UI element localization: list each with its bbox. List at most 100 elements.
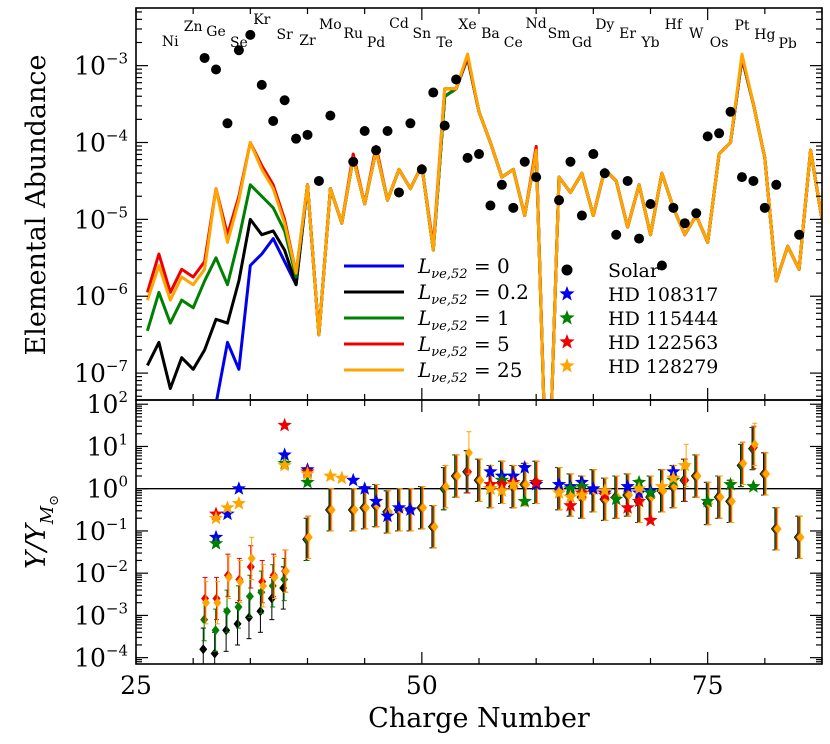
x-axis-label: Charge Number	[368, 703, 590, 734]
model-diamond	[234, 601, 243, 612]
star-marker	[700, 493, 715, 508]
star-marker	[334, 470, 349, 485]
star-marker	[563, 489, 578, 504]
model-diamond	[681, 475, 690, 486]
model-diamond	[223, 606, 232, 617]
model-diamond	[624, 490, 633, 501]
bottom-y-label-main: Y/Y	[21, 522, 52, 569]
model-diamond	[270, 572, 279, 583]
star-marker	[506, 477, 521, 491]
star-marker	[220, 500, 235, 514]
star-marker	[380, 508, 395, 523]
legend-marker-star	[559, 358, 575, 373]
model-diamond	[281, 566, 290, 577]
star-marker	[643, 485, 658, 499]
star-marker	[620, 479, 635, 493]
element-label: Ni	[162, 34, 179, 50]
model-diamond	[213, 597, 222, 608]
element-label: Kr	[253, 12, 270, 28]
element-label: Gd	[572, 35, 592, 51]
solar-point	[428, 87, 439, 98]
element-label: Sr	[276, 27, 293, 43]
model-diamond	[453, 471, 462, 482]
star-marker	[620, 500, 635, 514]
solar-point	[382, 125, 393, 136]
element-label: Mo	[319, 17, 342, 33]
model-diamond	[442, 481, 451, 492]
element-label: Ge	[206, 24, 225, 40]
star-marker	[208, 510, 224, 525]
legend-marker-circle	[561, 264, 573, 276]
bottom-panel: 10−4 10−3 10−2 10−1 100 101 102 25 50 75	[74, 8, 823, 700]
top-ytick-label: 10−7	[74, 357, 128, 388]
solar-point	[462, 152, 473, 163]
solar-point	[302, 129, 313, 140]
model-diamond	[430, 521, 439, 532]
solar-point	[256, 79, 267, 90]
bottom-y-axis-label: Y/YM⊙	[21, 495, 62, 569]
model-diamond	[211, 625, 220, 636]
star-marker	[517, 460, 532, 474]
legend-line-label: Lνe,52 = 0	[417, 254, 510, 282]
solar-point	[451, 74, 462, 85]
solar-point	[714, 128, 725, 139]
solar-point	[679, 218, 690, 229]
element-label: W	[689, 26, 704, 42]
solar-point	[496, 179, 507, 190]
bottom-y-label-sub: M	[37, 505, 58, 525]
model-diamond	[304, 532, 313, 543]
top-ytick-label: 10−6	[74, 280, 128, 311]
top-y-axis-label: Elemental Abundance	[21, 55, 52, 356]
solar-point	[268, 115, 279, 126]
element-label: Ru	[343, 26, 363, 42]
solar-point	[725, 106, 736, 117]
solar-point	[291, 133, 302, 144]
model-diamond	[256, 606, 265, 617]
bot-ytick-label: 100	[87, 473, 128, 504]
bot-ytick-label: 102	[87, 388, 128, 419]
model-diamond	[236, 576, 245, 587]
star-marker	[631, 485, 647, 499]
bot-ytick-label: 10−2	[74, 557, 128, 588]
solar-point	[771, 179, 782, 190]
top-y-ticks: 10−7 10−6 10−5 10−4 10−3	[74, 11, 822, 397]
bot-ytick-label: 10−1	[74, 515, 128, 546]
model-diamond	[246, 561, 255, 572]
legend-marker-label: Solar	[608, 260, 660, 282]
star-marker	[631, 481, 647, 495]
model-diamond	[247, 553, 256, 564]
top-ytick-label: 10−5	[74, 203, 128, 234]
model-lines	[145, 52, 822, 400]
star-marker	[483, 481, 498, 495]
solar-point	[348, 156, 359, 167]
solar-point	[474, 149, 484, 160]
legend-marker-label: HD 128279	[608, 356, 718, 378]
bot-ytick-label: 10−4	[74, 642, 128, 673]
element-label: Dy	[595, 17, 614, 33]
solar-points	[199, 29, 805, 271]
model-diamond	[245, 591, 254, 602]
bottom-axes-frame	[135, 399, 823, 665]
legend-marker-star	[559, 334, 575, 349]
legend-line-label: Lνe,52 = 0.2	[417, 280, 529, 308]
element-label: Er	[619, 26, 636, 42]
element-label: Pb	[779, 36, 797, 52]
model-diamond	[419, 502, 428, 513]
model-diamond	[224, 572, 233, 583]
model-diamond	[233, 618, 242, 629]
element-label: Sn	[413, 26, 432, 42]
legend-marker-label: HD 108317	[608, 284, 718, 306]
star-marker	[551, 485, 567, 499]
star-marker	[643, 512, 658, 527]
star-marker	[357, 481, 372, 495]
star-marker	[369, 493, 384, 508]
element-label: Zr	[299, 33, 316, 49]
model-diamonds	[199, 422, 805, 664]
star-marker	[631, 493, 647, 508]
element-label: Ce	[504, 35, 523, 51]
solar-point	[794, 229, 805, 240]
element-label: Ba	[481, 26, 500, 42]
star-marker	[403, 502, 418, 516]
star-marker	[346, 472, 361, 487]
